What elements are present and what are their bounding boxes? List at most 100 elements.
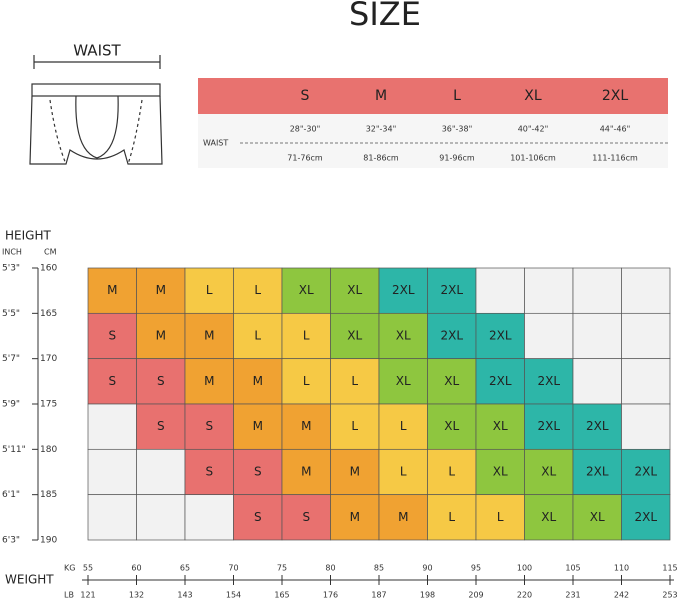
size-cell [281,448,331,496]
size-cell-label: XL [444,419,459,433]
size-cell-label: XL [493,465,508,479]
height-cm: 170 [40,354,57,364]
size-cell-label: XL [347,329,362,343]
size-header-band [198,78,668,114]
size-cell-label: XL [541,465,556,479]
height-inch: 5'7" [2,354,20,364]
size-cell [378,312,428,360]
height-inch: 6'3" [2,536,20,546]
size-cell-label: L [351,419,358,433]
waist-cm: 111-116cm [592,154,638,163]
size-cell-label: XL [444,374,459,388]
waist-inches: 28"-30" [290,125,321,134]
size-cell [475,312,525,360]
size-cell-label: L [254,329,261,343]
size-cell-label: L [400,465,407,479]
weight-lb: 231 [565,591,580,600]
size-cell-label: XL [541,510,556,524]
size-cell [330,448,380,496]
size-cell-label: 2XL [392,283,415,297]
size-cell [136,448,186,496]
size-cell-label: XL [590,510,605,524]
size-cell-label: L [206,283,213,297]
weight-kg: 80 [325,564,335,573]
size-cell-label: M [350,465,360,479]
size-cell-label: S [205,419,213,433]
size-cell [572,358,622,405]
waist-cm: 71-76cm [287,154,323,163]
size-header: XL [524,88,542,104]
waist-cm: 81-86cm [363,154,399,163]
height-cm: 180 [40,445,57,455]
size-cell-label: M [107,283,117,297]
size-header: M [375,88,387,104]
size-cell [524,494,574,541]
size-cell [475,448,525,496]
size-cell [281,494,331,541]
size-cell [427,267,477,314]
size-cell-label: L [254,283,261,297]
size-cell-label: L [303,374,310,388]
size-cell-label: S [254,510,262,524]
size-cell [427,448,477,496]
size-cell [475,267,525,314]
size-cell [475,403,525,450]
weight-lb: 176 [323,591,338,600]
size-cell [621,312,671,360]
size-cell [572,403,622,450]
height-inch: 5'9" [2,400,20,410]
size-cell [524,267,574,314]
size-cell-label: M [253,419,263,433]
size-cell [136,267,186,314]
size-cell-label: S [157,374,165,388]
size-cell [524,358,574,405]
size-cell-label: XL [347,283,362,297]
weight-lb: 132 [129,591,144,600]
size-cell-label: M [204,374,214,388]
weight-lb: 187 [371,591,386,600]
height-cm: 175 [40,400,57,410]
size-cell [87,267,137,314]
size-cell [475,494,525,541]
waist-inches: 40"-42" [518,125,549,134]
weight-kg: 85 [374,564,384,573]
size-cell-label: S [302,510,310,524]
size-cell-label: 2XL [586,419,609,433]
waist-row-band [198,114,668,168]
weight-lb: 253 [662,591,677,600]
cm-unit: CM [44,248,57,257]
size-cell-label: XL [396,329,411,343]
weight-kg: 105 [565,564,580,573]
title: SIZE [349,0,421,33]
size-cell-label: 2XL [440,329,463,343]
size-cell-label: 2XL [586,465,609,479]
size-cell [427,312,477,360]
size-cell [184,358,234,405]
size-header: 2XL [602,88,628,104]
size-cell-label: M [301,465,311,479]
weight-lb: 154 [226,591,241,600]
size-cell [330,358,380,405]
size-cell-label: M [398,510,408,524]
height-inch: 6'1" [2,490,20,500]
size-cell [524,403,574,450]
size-cell-label: M [350,510,360,524]
size-cell [427,358,477,405]
size-cell-label: XL [396,374,411,388]
height-cm: 165 [40,309,57,319]
size-cell [233,267,283,314]
size-cell [572,448,622,496]
size-cell-label: M [253,374,263,388]
size-cell-label: 2XL [489,329,512,343]
size-cell [378,494,428,541]
size-cell-label: S [205,465,213,479]
weight-kg: 55 [83,564,93,573]
size-cell-label: S [108,329,116,343]
size-cell-label: M [204,329,214,343]
height-inch: 5'3" [2,264,20,274]
size-header: L [453,88,461,104]
weight-lb: 242 [614,591,629,600]
waist-row-label: WAIST [203,139,228,148]
size-cell-label: L [303,329,310,343]
weight-kg: 110 [614,564,629,573]
